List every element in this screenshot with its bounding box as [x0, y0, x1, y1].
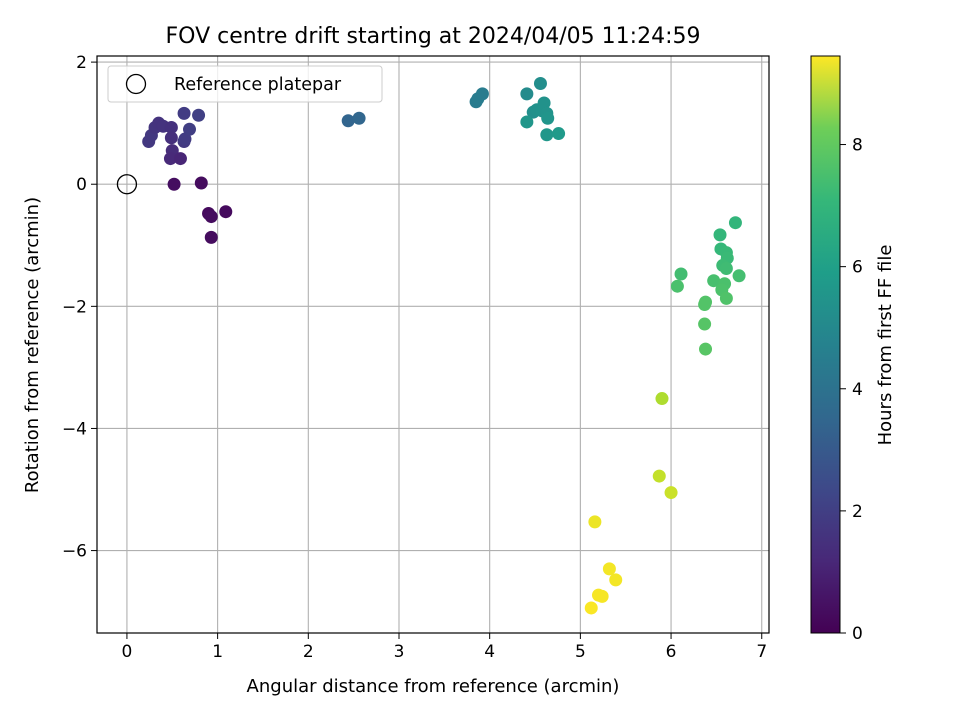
y-axis-ticks: −6 −4 −2 0 2	[62, 53, 97, 562]
colorbar-gradient	[810, 55, 841, 634]
data-point	[732, 269, 746, 283]
colorbar-tick-label: 0	[852, 624, 863, 644]
x-tick-label: 6	[666, 642, 677, 662]
x-tick-label: 7	[756, 642, 767, 662]
data-point	[713, 228, 727, 242]
data-point	[674, 267, 688, 281]
data-point	[533, 76, 547, 90]
colorbar-tick-label: 8	[852, 136, 863, 156]
x-tick-label: 4	[484, 642, 495, 662]
data-point	[192, 108, 206, 122]
chart-title: FOV centre drift starting at 2024/04/05 …	[166, 24, 701, 49]
data-point	[219, 205, 233, 219]
y-tick-label: 2	[76, 53, 87, 73]
x-tick-label: 5	[575, 642, 586, 662]
data-point	[178, 132, 192, 146]
data-point	[163, 152, 177, 166]
x-tick-label: 3	[394, 642, 405, 662]
data-point	[341, 114, 355, 128]
legend-box	[107, 65, 383, 103]
data-point	[588, 515, 602, 529]
data-point	[728, 216, 742, 230]
data-point	[183, 122, 197, 136]
data-point	[652, 469, 666, 483]
data-point	[541, 111, 555, 125]
data-point	[204, 230, 218, 244]
data-point	[699, 342, 713, 356]
legend-marker-circle	[125, 73, 147, 95]
colorbar: 0 2 4 6 8 Hours from first FF file	[810, 55, 896, 644]
y-tick-label: −4	[62, 419, 87, 439]
legend: Reference platepar	[107, 65, 383, 103]
data-point	[664, 486, 678, 500]
data-point	[707, 274, 721, 288]
x-tick-label: 0	[122, 642, 133, 662]
legend-entry-reference: Reference platepar	[174, 75, 342, 95]
data-point	[655, 392, 669, 406]
data-point	[595, 589, 609, 603]
data-point	[670, 279, 684, 293]
data-point	[520, 87, 534, 101]
data-point	[177, 106, 191, 120]
data-point	[584, 601, 598, 615]
reference-platepar-marker	[116, 174, 138, 195]
colorbar-ticks: 0 2 4 6 8	[840, 136, 863, 644]
data-point	[609, 573, 623, 587]
data-point	[520, 115, 534, 129]
data-point	[164, 120, 178, 134]
data-point	[352, 111, 366, 125]
data-point	[698, 317, 712, 331]
data-point	[173, 152, 187, 166]
y-axis-label: Rotation from reference (arcmin)	[22, 197, 43, 493]
y-tick-label: 0	[76, 175, 87, 195]
x-axis-ticks: 0 1 2 3 4 5 6 7	[122, 633, 767, 662]
data-point	[475, 87, 489, 101]
data-point	[698, 298, 712, 312]
data-point	[204, 210, 218, 224]
colorbar-label: Hours from first FF file	[875, 245, 896, 446]
data-point	[540, 128, 554, 142]
data-point	[719, 291, 733, 305]
data-point	[167, 177, 181, 191]
x-axis-label: Angular distance from reference (arcmin)	[247, 676, 620, 697]
grid-lines	[97, 56, 769, 633]
data-point	[194, 176, 208, 190]
y-tick-label: −6	[62, 542, 87, 562]
y-tick-label: −2	[62, 297, 87, 317]
data-point	[602, 562, 616, 576]
data-points	[142, 76, 746, 615]
colorbar-tick-label: 4	[852, 380, 863, 400]
data-point	[719, 261, 733, 275]
data-point	[552, 127, 566, 141]
reference-point	[116, 174, 138, 195]
x-tick-label: 2	[303, 642, 314, 662]
x-tick-label: 1	[212, 642, 223, 662]
colorbar-tick-label: 6	[852, 258, 863, 278]
data-point	[164, 131, 178, 145]
colorbar-tick-label: 2	[852, 502, 863, 522]
plot-frame	[96, 55, 770, 634]
